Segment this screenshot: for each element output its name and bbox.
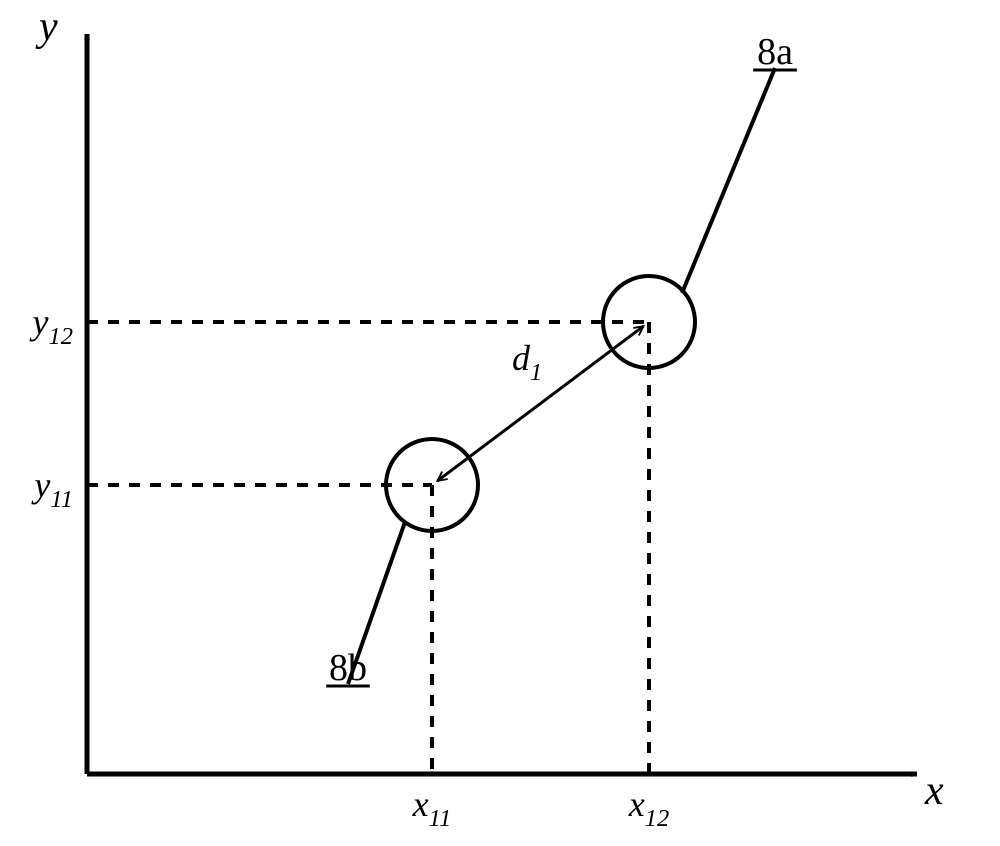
coordinate-diagram: x y x11 x12 y11 y12 d1 8a 8b bbox=[0, 0, 1000, 846]
tick-x11: x11 bbox=[412, 784, 452, 832]
x-axis-label: x bbox=[924, 768, 944, 814]
tick-y11: y11 bbox=[31, 465, 73, 513]
callout-8b-label: 8b bbox=[329, 647, 367, 689]
y-axis-label: y bbox=[35, 4, 58, 50]
tick-y12: y12 bbox=[30, 302, 73, 350]
callout-8a-label: 8a bbox=[757, 31, 793, 73]
distance-arrow bbox=[438, 326, 644, 481]
distance-label: d1 bbox=[512, 338, 542, 386]
tick-x12: x12 bbox=[628, 784, 669, 832]
callout-8a-leader bbox=[682, 68, 775, 293]
